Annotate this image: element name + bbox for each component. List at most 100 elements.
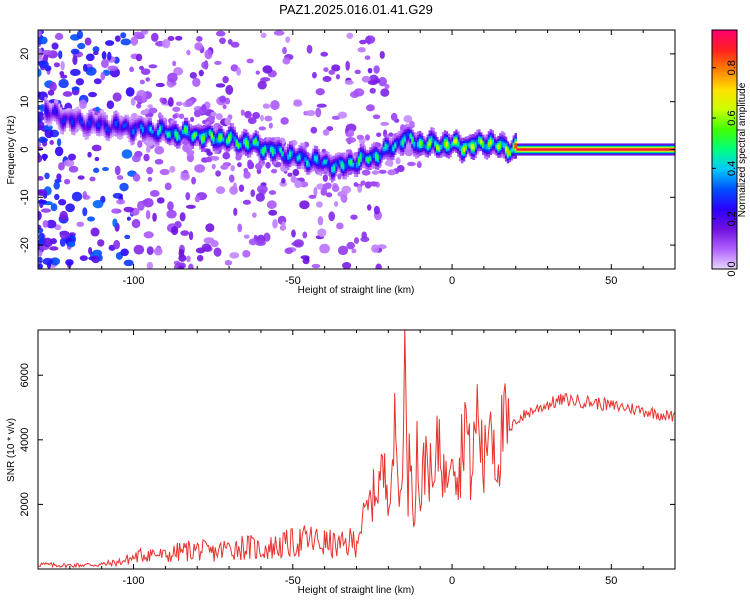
noise-blob — [92, 46, 100, 53]
ridge-cell — [86, 123, 89, 129]
noise-blob — [194, 164, 206, 173]
ridge-cell — [596, 148, 600, 151]
noise-blob — [173, 67, 184, 76]
ridge-cell — [109, 127, 112, 132]
noise-blob — [72, 55, 78, 66]
noise-blob — [353, 88, 365, 97]
colorbar-tick-label: 0.4 — [726, 161, 738, 176]
ridge-cell — [315, 156, 319, 162]
ridge-cell — [655, 148, 659, 151]
noise-blob — [146, 166, 154, 175]
ridge-cell — [392, 146, 395, 152]
ridge-cell — [204, 132, 208, 138]
ridge-cell — [225, 139, 229, 144]
ridge-cell — [187, 131, 191, 137]
noise-blob — [263, 232, 271, 242]
ridge-cell — [384, 144, 387, 149]
noise-blob — [38, 60, 49, 69]
noise-blob — [325, 192, 333, 198]
ridge-cell — [524, 148, 527, 151]
noise-blob — [266, 200, 277, 209]
ridge-cell — [590, 148, 594, 151]
noise-blob — [145, 77, 151, 82]
noise-blob — [120, 32, 127, 39]
noise-blob — [268, 190, 277, 195]
ridge-cell — [365, 157, 368, 162]
ridge-cell — [548, 148, 552, 151]
spectrogram-x-tick-label: 50 — [605, 275, 617, 287]
ridge-cell — [73, 119, 76, 125]
ridge-cell — [441, 141, 445, 147]
noise-blob — [344, 79, 354, 85]
ridge-cell — [390, 148, 393, 154]
ridge-cell — [652, 148, 655, 151]
noise-blob — [345, 132, 353, 137]
noise-blob — [147, 104, 153, 109]
ridge-cell — [539, 148, 542, 151]
noise-blob — [291, 229, 296, 238]
noise-blob — [243, 234, 250, 239]
noise-blob — [320, 51, 329, 57]
noise-blob — [230, 165, 235, 172]
ridge-cell — [357, 158, 361, 164]
noise-blob — [331, 64, 341, 72]
ridge-cell — [418, 140, 422, 146]
ridge-cell — [403, 136, 407, 142]
ridge-cell — [50, 111, 53, 117]
noise-blob — [67, 241, 76, 248]
ridge-cell — [90, 118, 93, 124]
ridge-cell — [564, 148, 567, 151]
noise-blob — [93, 167, 100, 174]
ridge-cell — [224, 139, 227, 144]
noise-blob — [58, 198, 67, 206]
noise-blob — [407, 161, 416, 167]
ridge-cell — [302, 153, 305, 159]
ridge-cell — [246, 142, 250, 148]
ridge-cell — [504, 146, 508, 152]
ridge-cell — [583, 148, 586, 151]
ridge-cell — [659, 148, 663, 151]
noise-blob — [324, 182, 332, 190]
noise-blob — [279, 181, 288, 187]
ridge-cell — [518, 148, 521, 151]
noise-blob — [303, 141, 310, 148]
noise-blob — [299, 200, 310, 210]
ridge-cell — [602, 148, 605, 151]
noise-blob — [167, 97, 174, 107]
ridge-cell — [545, 148, 548, 151]
noise-blob — [107, 65, 118, 71]
ridge-cell — [266, 145, 269, 149]
noise-blob — [38, 142, 42, 147]
noise-blob — [114, 35, 121, 42]
ridge-cell — [631, 148, 634, 151]
noise-blob — [376, 132, 382, 137]
noise-blob — [136, 103, 142, 109]
ridge-cell — [451, 141, 454, 146]
ridge-cell — [466, 143, 470, 147]
noise-blob — [42, 220, 49, 228]
ridge-cell — [453, 139, 456, 144]
spectrogram-x-label: Height of straight line (km) — [298, 285, 415, 296]
noise-blob — [53, 62, 60, 68]
noise-blob — [38, 176, 44, 181]
noise-blob — [417, 162, 422, 169]
ridge-cell — [380, 151, 384, 156]
noise-blob — [164, 182, 172, 191]
noise-blob — [172, 106, 181, 112]
noise-blob — [390, 112, 398, 121]
spectrogram-y-tick-label: -20 — [19, 237, 31, 253]
noise-blob — [44, 172, 50, 180]
colorbar-tick-label: 0.6 — [726, 110, 738, 125]
noise-blob — [237, 162, 242, 168]
ridge-cell — [210, 133, 214, 138]
noise-blob — [201, 243, 212, 252]
noise-blob — [247, 161, 255, 170]
ridge-cell — [120, 125, 124, 130]
ridge-cell — [621, 148, 624, 151]
ridge-cell — [84, 125, 87, 131]
noise-blob — [185, 204, 196, 209]
ridge-cell — [638, 148, 642, 151]
noise-blob — [337, 173, 342, 180]
noise-blob — [120, 248, 129, 257]
noise-blob — [42, 49, 53, 55]
